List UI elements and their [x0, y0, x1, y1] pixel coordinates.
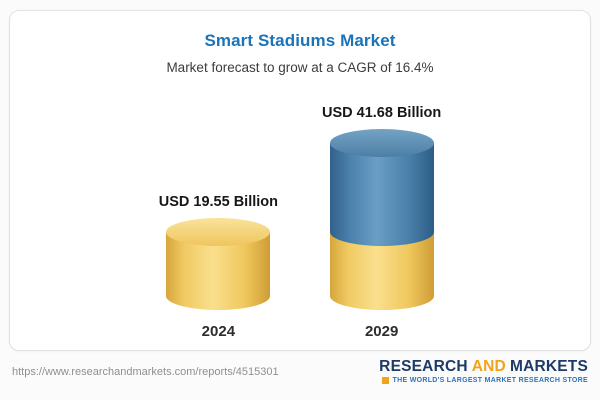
- cylinder-2024: [166, 218, 271, 310]
- chart-title: Smart Stadiums Market: [204, 31, 396, 50]
- value-label-2024: USD 19.55 Billion: [158, 194, 278, 210]
- cylinder-2029: [329, 129, 434, 310]
- logo-tagline-text: THE WORLD'S LARGEST MARKET RESEARCH STOR…: [392, 377, 588, 384]
- cylinder-chart: USD 19.55 Billion 2024 USD 41.68 Billion…: [10, 99, 590, 341]
- year-label-2024: 2024: [201, 323, 236, 340]
- logo-wordmark: RESEARCH AND MARKETS: [379, 358, 588, 375]
- footer: https://www.researchandmarkets.com/repor…: [9, 358, 591, 384]
- logo-word-and: AND: [471, 358, 506, 375]
- bar-group-2029: USD 41.68 Billion 2029: [322, 104, 441, 341]
- chart-subtitle: Market forecast to grow at a CAGR of 16.…: [166, 60, 434, 75]
- year-label-2029: 2029: [364, 323, 399, 340]
- research-and-markets-logo: RESEARCH AND MARKETS THE WORLD'S LARGEST M…: [379, 358, 588, 384]
- cylinder-segment-blue-growth: [329, 143, 434, 246]
- value-label-2029: USD 41.68 Billion: [322, 105, 442, 121]
- cylinder-top-ellipse: [329, 129, 434, 157]
- logo-tagline: THE WORLD'S LARGEST MARKET RESEARCH STOR…: [379, 377, 588, 384]
- logo-word-research: RESEARCH: [379, 358, 468, 375]
- logo-accent-square-icon: [381, 377, 389, 384]
- cylinder-top-ellipse: [166, 218, 271, 246]
- chart-card: Smart Stadiums Market Market forecast to…: [9, 10, 591, 351]
- source-url-link[interactable]: https://www.researchandmarkets.com/repor…: [12, 366, 279, 378]
- logo-word-markets: MARKETS: [509, 358, 588, 375]
- bar-group-2024: USD 19.55 Billion 2024: [159, 193, 278, 341]
